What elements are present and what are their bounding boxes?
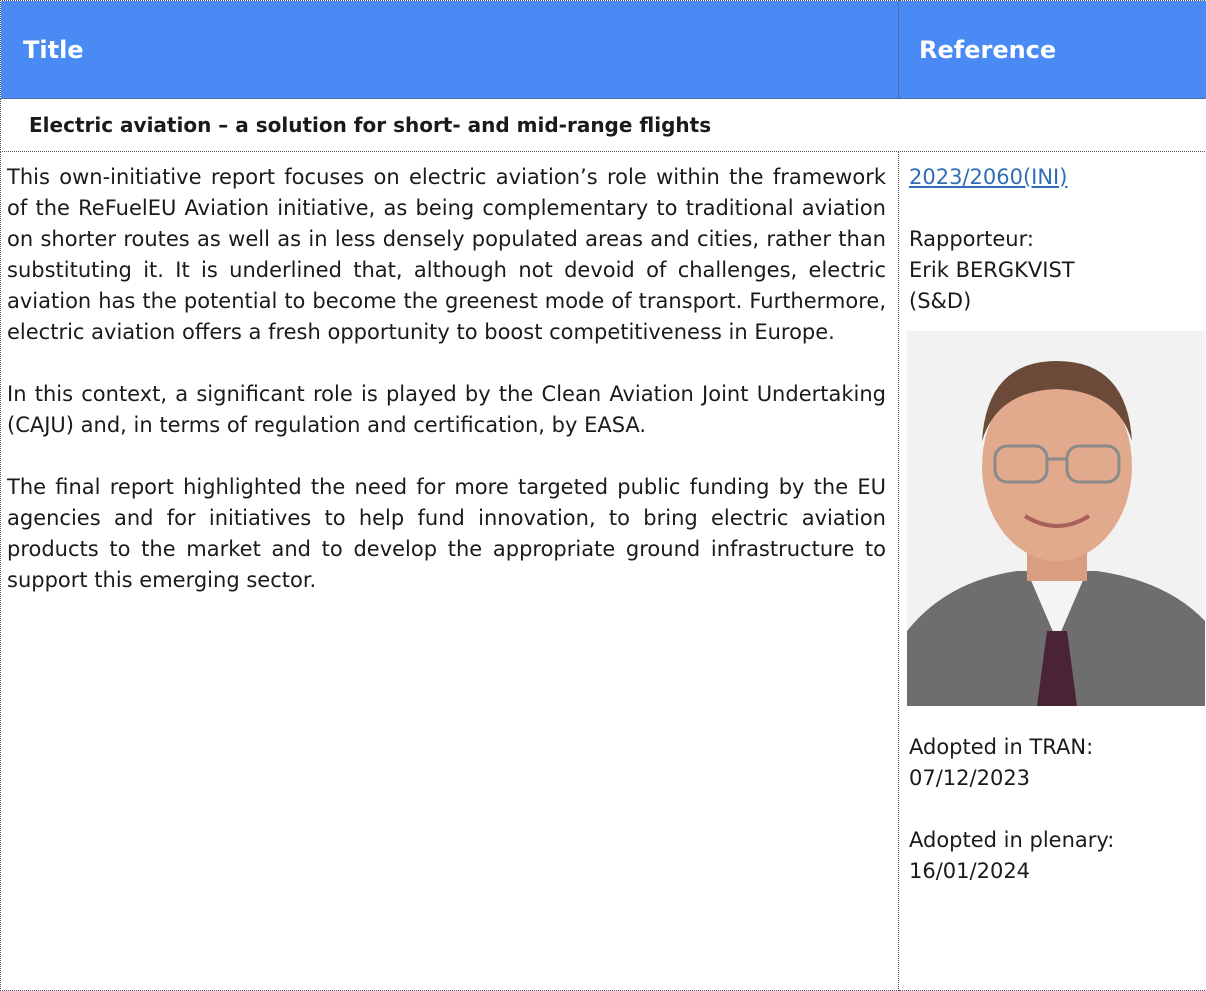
- paragraph: The final report highlighted the need fo…: [7, 472, 886, 596]
- committee-label: Adopted in TRAN:: [909, 732, 1206, 763]
- plenary-date: 16/01/2024: [909, 856, 1206, 887]
- committee-date: 07/12/2023: [909, 763, 1206, 794]
- paragraph: This own-initiative report focuses on el…: [7, 162, 886, 348]
- header-cell: Title: [1, 1, 899, 99]
- summary-cell: This own-initiative report focuses on el…: [1, 152, 899, 991]
- header-row: Title Reference: [1, 1, 1206, 99]
- page: {"table": { "header": ["Title", "Referen…: [0, 0, 1206, 981]
- procedure: 2023/2060(INI): [909, 162, 1206, 193]
- header-cell: Reference: [899, 1, 1206, 99]
- rapporteur-group: (S&D): [909, 286, 1206, 317]
- paragraph: In this context, a significant role is p…: [7, 379, 886, 441]
- reference-cell: 2023/2060(INI) Rapporteur: Erik BERGKVIS…: [899, 152, 1206, 991]
- plenary-label: Adopted in plenary:: [909, 825, 1206, 856]
- report-title: Electric aviation – a solution for short…: [1, 99, 1206, 152]
- rapporteur-photo: [907, 331, 1205, 706]
- report-table: Title Reference Electric aviation – a so…: [0, 0, 1206, 991]
- rapporteur-name: Erik BERGKVIST: [909, 255, 1206, 286]
- content-row: This own-initiative report focuses on el…: [1, 152, 1206, 991]
- rapporteur-label: Rapporteur:: [909, 224, 1206, 255]
- title-row: Electric aviation – a solution for short…: [1, 99, 1206, 152]
- procedure-link[interactable]: 2023/2060(INI): [909, 165, 1067, 189]
